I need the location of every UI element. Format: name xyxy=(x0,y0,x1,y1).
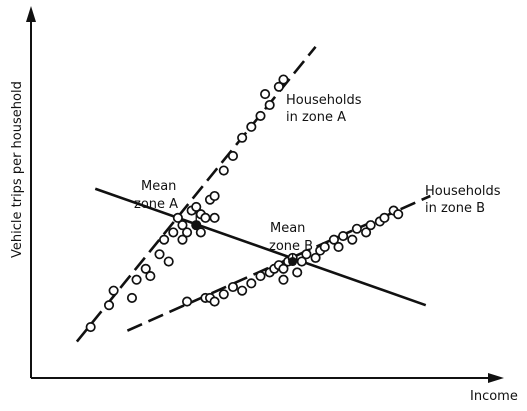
data-point-zone-b xyxy=(182,296,193,307)
y-axis-label: Vehicle trips per household xyxy=(10,81,25,258)
data-point-zone-b xyxy=(338,230,349,242)
zone-a-label-line2: in zone A xyxy=(286,110,346,125)
data-point-zone-b xyxy=(237,285,248,296)
data-point-zone-b xyxy=(255,271,266,282)
x-axis-arrow xyxy=(488,373,504,383)
data-point-zone-a xyxy=(126,292,138,303)
data-point-zone-b xyxy=(333,241,344,253)
data-point-zone-a xyxy=(177,220,188,231)
data-point-zone-b xyxy=(246,278,257,289)
data-point-zone-a xyxy=(182,227,193,238)
data-point-zone-a xyxy=(85,321,96,333)
data-point-zone-a xyxy=(209,212,220,223)
data-point-zone-a xyxy=(237,132,248,143)
mean-b-label-line2: zone B xyxy=(269,239,313,254)
data-point-zone-a xyxy=(177,234,188,245)
data-point-zone-b xyxy=(379,212,390,223)
trend-line-zone-a xyxy=(75,45,317,343)
data-point-zone-a xyxy=(168,227,179,238)
means xyxy=(191,213,298,267)
data-point-zone-b xyxy=(393,209,404,220)
y-axis-arrow xyxy=(26,6,36,22)
data-point-zone-a xyxy=(200,212,211,223)
mean-point-zone-a xyxy=(191,220,201,230)
cross-zone-regression-line xyxy=(94,187,427,307)
zone-a-label-line1: Households xyxy=(286,93,362,108)
data-point-zone-a xyxy=(255,110,266,121)
data-point-zone-a xyxy=(227,150,239,162)
data-point-zone-a xyxy=(159,234,170,245)
data-point-zone-a xyxy=(108,285,119,296)
data-point-zone-b xyxy=(292,267,303,278)
data-point-zone-a xyxy=(278,74,289,85)
data-point-zone-a xyxy=(145,271,156,282)
data-point-zone-b xyxy=(319,241,330,253)
data-point-zone-a xyxy=(246,121,257,132)
mean-b-label-line1: Mean xyxy=(270,221,305,236)
data-point-zone-a xyxy=(131,274,142,285)
data-point-zone-b xyxy=(218,289,229,300)
data-point-zone-a xyxy=(103,300,115,311)
data-point-zone-a xyxy=(191,201,202,212)
data-points xyxy=(85,74,404,333)
data-point-zone-b xyxy=(361,227,372,238)
data-point-zone-b xyxy=(365,220,376,231)
data-point-zone-a xyxy=(209,190,220,202)
data-point-zone-b xyxy=(351,223,362,234)
x-axis-label: Income xyxy=(470,389,518,404)
data-point-zone-b xyxy=(296,256,307,267)
mean-a-label-line2: zone A xyxy=(134,197,178,212)
data-point-zone-b xyxy=(278,263,289,274)
data-point-zone-a xyxy=(264,99,275,111)
data-point-zone-a xyxy=(195,227,206,238)
data-point-zone-a xyxy=(172,212,183,223)
data-point-zone-a xyxy=(273,81,284,92)
data-point-zone-a xyxy=(218,165,229,176)
data-point-zone-a xyxy=(163,256,174,267)
data-point-zone-b xyxy=(301,249,312,260)
data-point-zone-a xyxy=(260,89,271,100)
data-point-zone-b xyxy=(328,234,339,245)
data-point-zone-b xyxy=(227,281,239,293)
data-point-zone-a xyxy=(140,263,151,274)
data-point-zone-b xyxy=(310,252,321,263)
mean-a-label-line1: Mean xyxy=(141,179,176,194)
data-point-zone-b xyxy=(209,296,220,307)
mean-point-zone-b xyxy=(288,257,298,267)
zone-b-label-line1: Households xyxy=(425,184,501,199)
data-point-zone-a xyxy=(154,249,165,260)
axes xyxy=(26,6,504,383)
data-point-zone-b xyxy=(347,234,358,245)
data-point-zone-b xyxy=(278,274,289,285)
zone-b-label-line2: in zone B xyxy=(425,201,485,216)
